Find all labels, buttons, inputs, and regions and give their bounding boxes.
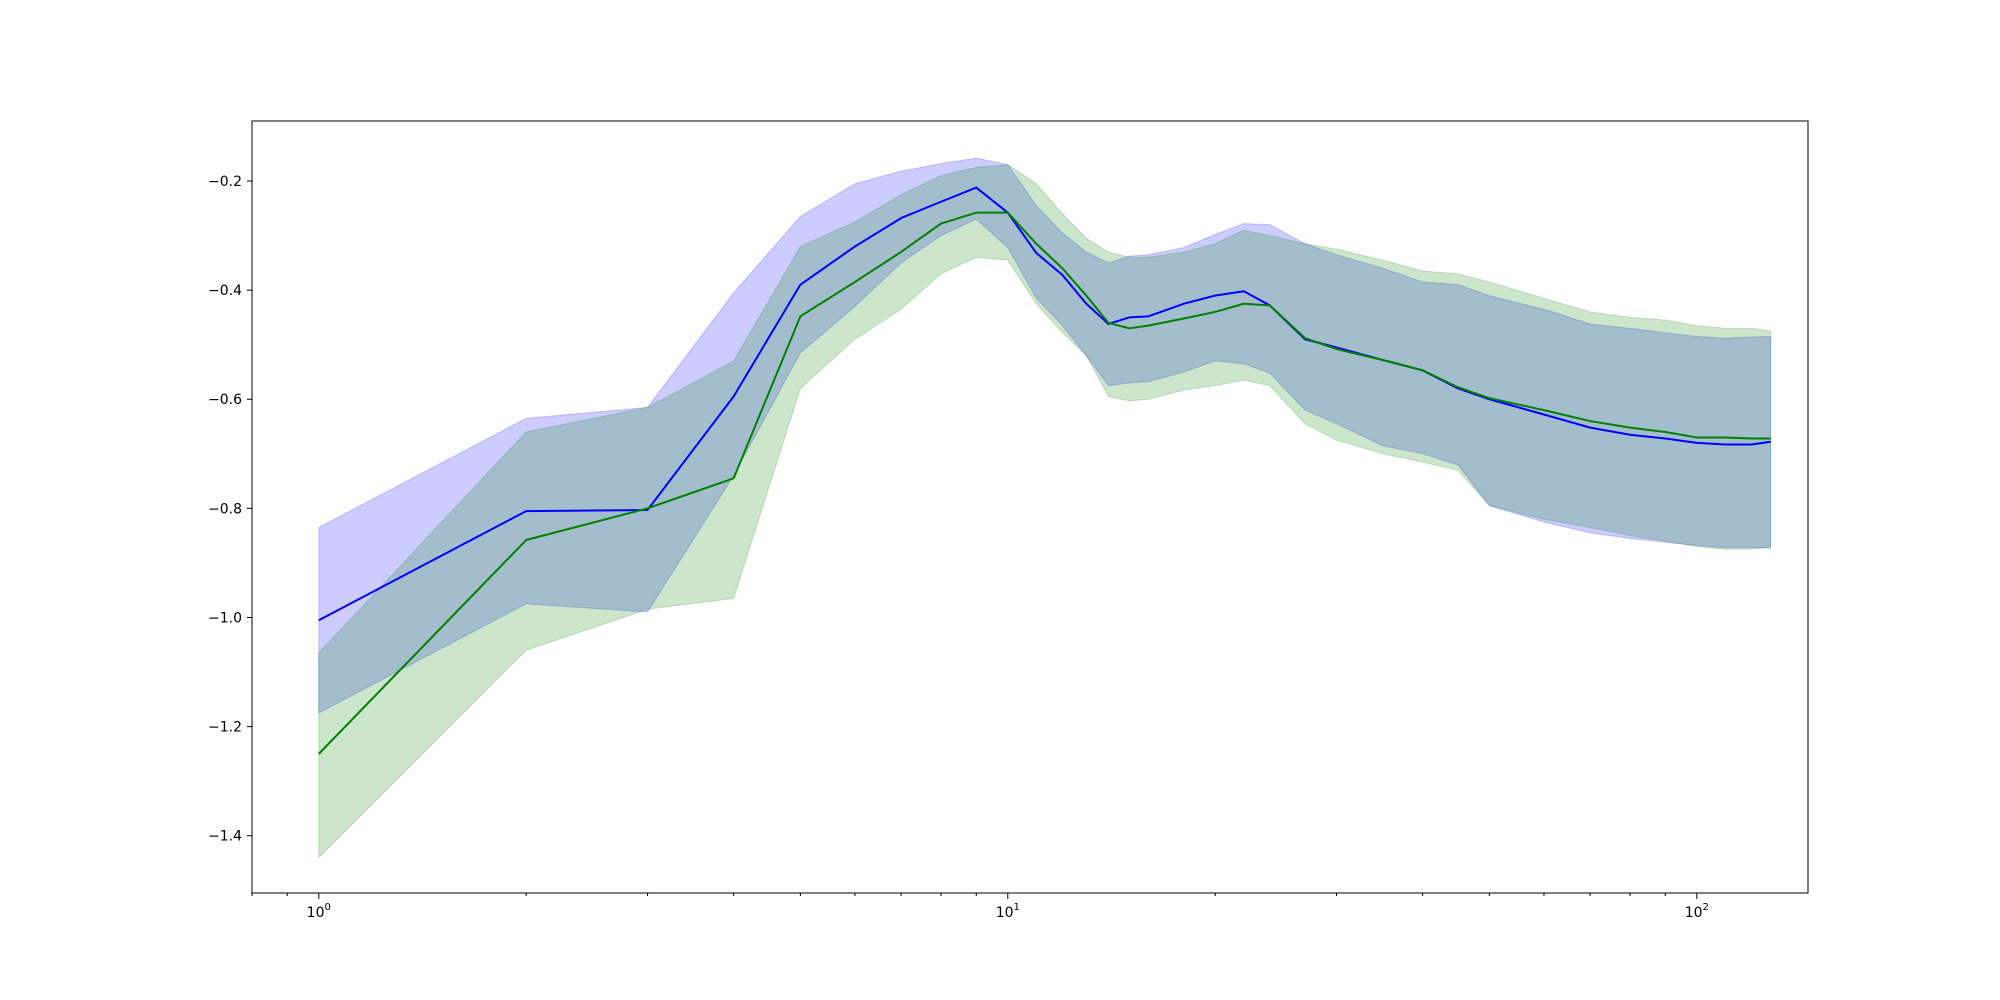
y-axis: −1.4 −1.2 −1.0 −0.8 −0.6 −0.4 −0.2	[208, 174, 252, 845]
y-tick-label: −1.0	[208, 610, 242, 626]
x-axis: 100 101 102	[251, 893, 1709, 921]
y-tick-label: −0.8	[208, 501, 242, 517]
band-series-2	[318, 164, 1772, 859]
confidence-bands	[318, 157, 1772, 859]
series-lines	[318, 186, 1771, 755]
x-tick-label: 101	[996, 902, 1020, 921]
y-tick-label: −0.6	[208, 392, 242, 408]
band-series-1	[318, 157, 1772, 714]
y-tick-label: −1.2	[208, 720, 242, 736]
plot-area-frame	[251, 120, 1809, 894]
y-tick-label: −1.4	[208, 829, 242, 845]
line-series-2	[318, 211, 1771, 755]
line-series-1	[318, 186, 1771, 622]
x-tick-label: 100	[307, 902, 331, 921]
y-tick-label: −0.2	[208, 174, 242, 190]
x-tick-label: 102	[1685, 902, 1709, 921]
y-tick-label: −0.4	[208, 283, 242, 299]
